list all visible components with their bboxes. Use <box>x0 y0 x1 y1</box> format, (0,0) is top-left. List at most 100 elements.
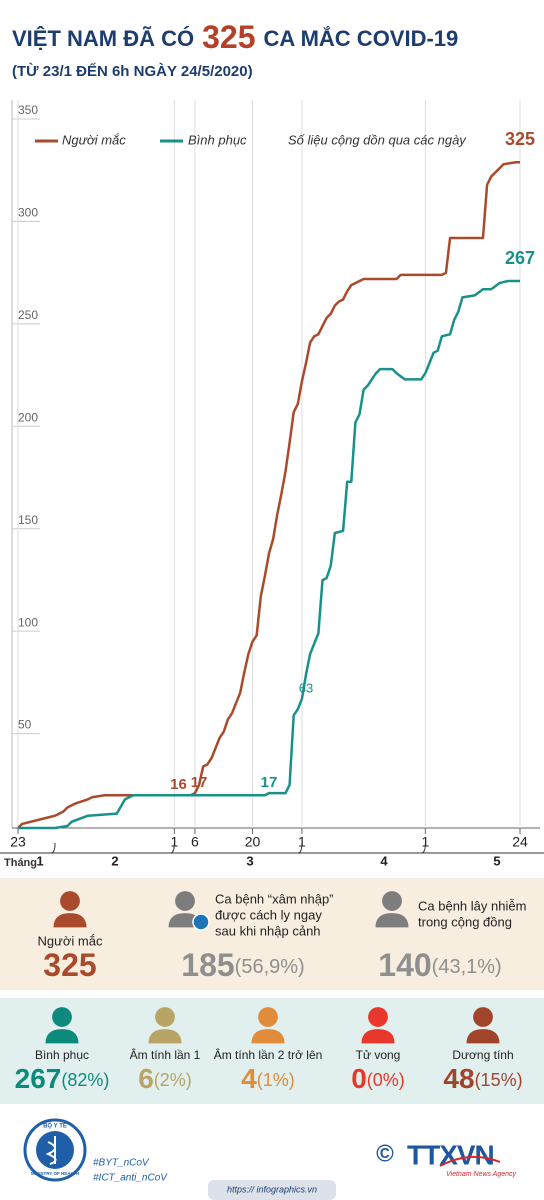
subtitle: (TỪ 23/1 ĐẾN 6h NGÀY 24/5/2020) <box>12 62 253 80</box>
logo-top: BỘ Y TẾ <box>43 1122 67 1130</box>
value-label: 63 <box>299 680 313 695</box>
status-percent: (1%) <box>257 1070 295 1090</box>
month-separator <box>421 842 426 854</box>
month-label: 4 <box>380 853 388 868</box>
y-tick-label: 50 <box>18 718 32 732</box>
y-tick-label: 150 <box>18 513 38 527</box>
month-separator <box>50 842 56 854</box>
case-number: 185(56,9%) <box>181 947 304 983</box>
brand: TTXVN <box>407 1139 494 1170</box>
status-number: 0(0%) <box>351 1063 405 1094</box>
person-icon-body <box>251 1029 285 1044</box>
case-label: Ca bệnh lây nhiễm <box>418 898 526 913</box>
person-icon-body <box>148 1029 182 1044</box>
case-label: được cách ly ngay <box>215 907 322 922</box>
case-value: 185 <box>181 947 234 983</box>
brand-swoosh <box>439 1155 501 1167</box>
person-icon-head <box>175 891 195 911</box>
month-separator <box>170 842 175 854</box>
status-value: 4 <box>241 1063 257 1094</box>
globe-icon <box>192 913 210 931</box>
status-label: Dương tính <box>452 1048 513 1062</box>
status-label: Âm tính lần 1 <box>130 1047 201 1062</box>
person-icon-head <box>258 1007 278 1027</box>
value-label: 17 <box>191 774 208 791</box>
value-label: 16 <box>170 776 187 793</box>
month-separator <box>297 842 303 854</box>
status-percent: (82%) <box>61 1070 109 1090</box>
case-label: Ca bệnh “xâm nhập” <box>215 891 334 906</box>
case-number: 140(43,1%) <box>378 947 501 983</box>
y-tick-label: 200 <box>18 410 38 424</box>
case-label: Người mắc <box>38 933 103 948</box>
x-tick-label: 1 <box>170 834 178 850</box>
title-part: CA MẮC COVID-19 <box>264 26 459 51</box>
y-tick-label: 350 <box>18 103 38 117</box>
person-icon-head <box>382 891 402 911</box>
status-value: 6 <box>138 1063 154 1094</box>
person-icon-head <box>155 1007 175 1027</box>
person-icon-head <box>368 1007 388 1027</box>
person-icon-head <box>52 1007 72 1027</box>
month-label: 5 <box>493 853 500 868</box>
x-tick-label: 24 <box>512 834 528 850</box>
status-number: 6(2%) <box>138 1063 192 1094</box>
status-number: 4(1%) <box>241 1063 295 1094</box>
status-label: Tử vong <box>356 1048 401 1062</box>
status-percent: (0%) <box>367 1070 405 1090</box>
hashtag: #ICT_anti_nCoV <box>93 1173 168 1184</box>
value-label: 17 <box>261 774 278 791</box>
person-icon-head <box>473 1007 493 1027</box>
copyright: © <box>376 1140 394 1167</box>
y-tick-label: 250 <box>18 308 38 322</box>
hashtag: #BYT_nCoV <box>93 1158 150 1169</box>
x-tick-label: 1 <box>298 834 306 850</box>
case-number: 325 <box>43 947 96 983</box>
person-icon-body <box>53 913 87 928</box>
series-line <box>17 160 520 829</box>
logo-bottom: MINISTRY OF HEALTH <box>31 1171 79 1176</box>
status-value: 48 <box>443 1063 474 1094</box>
status-value: 0 <box>351 1063 367 1094</box>
logo-staff <box>45 1136 57 1165</box>
person-icon-body <box>45 1029 79 1044</box>
cases-panel <box>0 878 544 990</box>
legend-label: Bình phục <box>188 132 247 147</box>
status-label: Bình phục <box>35 1048 89 1062</box>
case-percent: (43,1%) <box>432 956 502 978</box>
x-tick-label: 20 <box>245 834 261 850</box>
month-label: 2 <box>111 853 118 868</box>
month-axis-label: Tháng <box>4 857 37 869</box>
status-percent: (2%) <box>154 1070 192 1090</box>
person-icon-body <box>361 1029 395 1044</box>
case-value: 325 <box>43 947 96 983</box>
case-label: trong cộng đồng <box>418 914 512 929</box>
x-tick-label: 1 <box>421 834 429 850</box>
series-line <box>18 279 520 830</box>
chart-note: Số liệu cộng dồn qua các ngày <box>288 132 467 147</box>
legend-label: Người mắc <box>62 132 126 147</box>
x-tick-label: 23 <box>10 834 26 850</box>
value-label: 267 <box>505 248 535 268</box>
y-tick-label: 300 <box>18 206 38 220</box>
url: https:// infographics.vn <box>227 1184 317 1194</box>
case-value: 140 <box>378 947 431 983</box>
status-number: 48(15%) <box>443 1063 522 1094</box>
y-tick-label: 100 <box>18 615 38 629</box>
status-percent: (15%) <box>475 1070 523 1090</box>
case-label: sau khi nhập cảnh <box>215 923 321 938</box>
status-value: 267 <box>15 1063 62 1094</box>
person-icon-body <box>466 1029 500 1044</box>
month-label: 1 <box>36 853 43 868</box>
status-number: 267(82%) <box>15 1063 110 1094</box>
brand-sub: Vietnam News Agency <box>446 1171 517 1178</box>
title-part: VIỆT NAM ĐÃ CÓ <box>12 26 194 51</box>
person-icon-body <box>375 913 409 928</box>
month-label: 3 <box>246 853 253 868</box>
person-icon-head <box>60 891 80 911</box>
url-bar <box>208 1180 336 1200</box>
case-percent: (56,9%) <box>235 956 305 978</box>
x-tick-label: 6 <box>191 834 199 850</box>
title: VIỆT NAM ĐÃ CÓ 325 CA MẮC COVID-19 <box>12 19 458 55</box>
